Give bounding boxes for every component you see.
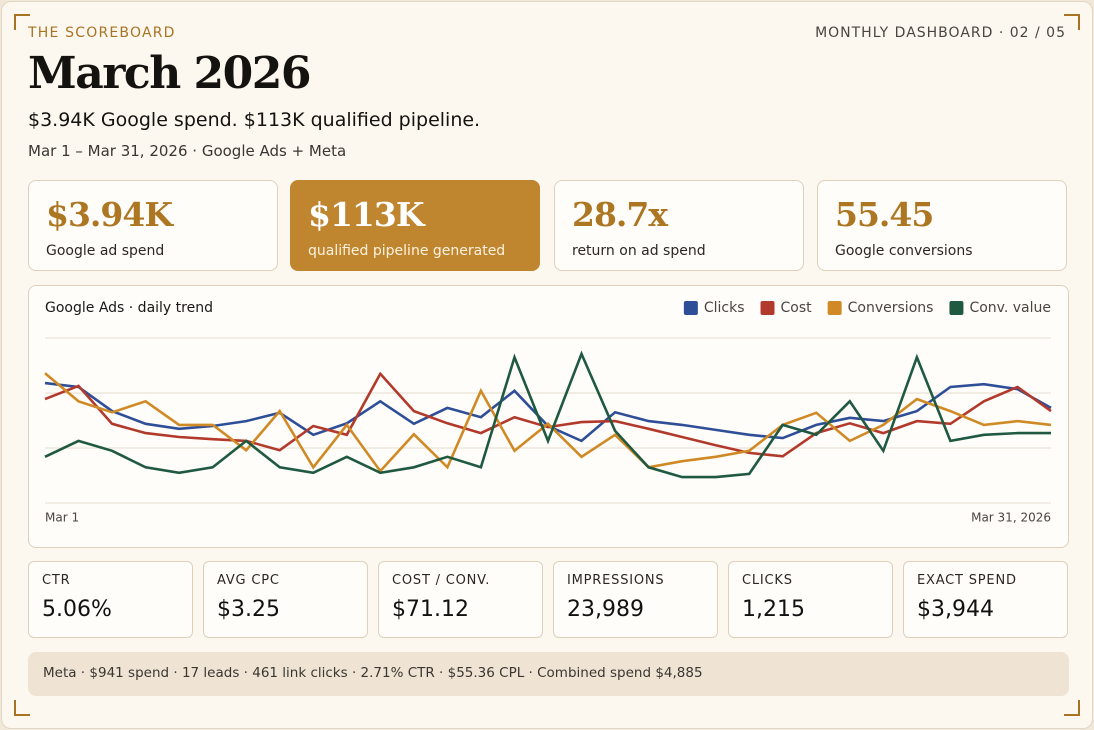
kpi-value: $113K	[308, 195, 425, 234]
metric-card: EXACT SPEND $3,944	[903, 561, 1068, 638]
metric-value: $3,944	[917, 597, 994, 622]
kpi-card: 55.45 Google conversions	[817, 180, 1067, 271]
metric-value: $3.25	[217, 597, 280, 622]
corner	[1064, 700, 1080, 716]
chart-title: Google Ads · daily trend	[45, 300, 213, 316]
kpi-card: $3.94K Google ad spend	[28, 180, 278, 271]
metric-value: $71.12	[392, 597, 469, 622]
corner	[14, 14, 30, 30]
title: March 2026	[28, 48, 311, 99]
legend-swatch	[949, 301, 964, 315]
corner	[14, 700, 30, 716]
legend-swatch	[683, 301, 698, 315]
metric-label: CTR	[42, 573, 71, 588]
kpi-label: Google conversions	[835, 243, 973, 259]
legend-label: Conv. value	[969, 300, 1051, 316]
metric-card: CLICKS 1,215	[728, 561, 893, 638]
metric-label: COST / CONV.	[392, 573, 491, 588]
legend-label: Cost	[781, 300, 813, 316]
legend-swatch	[827, 301, 842, 315]
x-tick-label: Mar 1	[45, 511, 79, 525]
metric-card: CTR 5.06%	[28, 561, 193, 638]
series-line	[44, 372, 1052, 474]
footer-bar: Meta · $941 spend · 17 leads · 461 link …	[28, 652, 1069, 696]
legend-swatch	[760, 301, 775, 315]
kpi-card: $113K qualified pipeline generated	[290, 180, 540, 271]
subtitle: $3.94K Google spend. $113K qualified pip…	[28, 109, 481, 131]
metric-label: EXACT SPEND	[917, 573, 1017, 588]
kpi-value: 55.45	[835, 195, 934, 234]
kpi-value: $3.94K	[46, 195, 173, 234]
metric-card: AVG CPC $3.25	[203, 561, 368, 638]
metric-value: 23,989	[567, 597, 644, 622]
legend-label: Clicks	[704, 300, 745, 316]
kpi-label: qualified pipeline generated	[308, 243, 506, 259]
page-label: MONTHLY DASHBOARD · 02 / 05	[815, 25, 1066, 41]
kpi-label: return on ad spend	[572, 243, 706, 259]
metric-label: AVG CPC	[217, 573, 280, 588]
metric-label: CLICKS	[742, 573, 793, 588]
date-range: Mar 1 – Mar 31, 2026 · Google Ads + Meta	[28, 142, 347, 160]
kicker: THE SCOREBOARD	[28, 25, 176, 41]
footer-text: Meta · $941 spend · 17 leads · 461 link …	[43, 665, 703, 681]
metric-value: 5.06%	[42, 597, 112, 622]
series-line	[44, 350, 1051, 479]
corner	[1064, 14, 1080, 30]
kpi-card: 28.7x return on ad spend	[554, 180, 804, 271]
legend-label: Conversions	[848, 300, 934, 316]
series-line	[44, 371, 1052, 458]
x-tick-label: Mar 31, 2026	[971, 511, 1051, 525]
metric-value: 1,215	[742, 597, 805, 622]
metric-card: COST / CONV. $71.12	[378, 561, 543, 638]
metric-label: IMPRESSIONS	[567, 573, 665, 588]
kpi-value: 28.7x	[572, 195, 668, 234]
kpi-label: Google ad spend	[46, 243, 165, 259]
metric-card: IMPRESSIONS 23,989	[553, 561, 718, 638]
